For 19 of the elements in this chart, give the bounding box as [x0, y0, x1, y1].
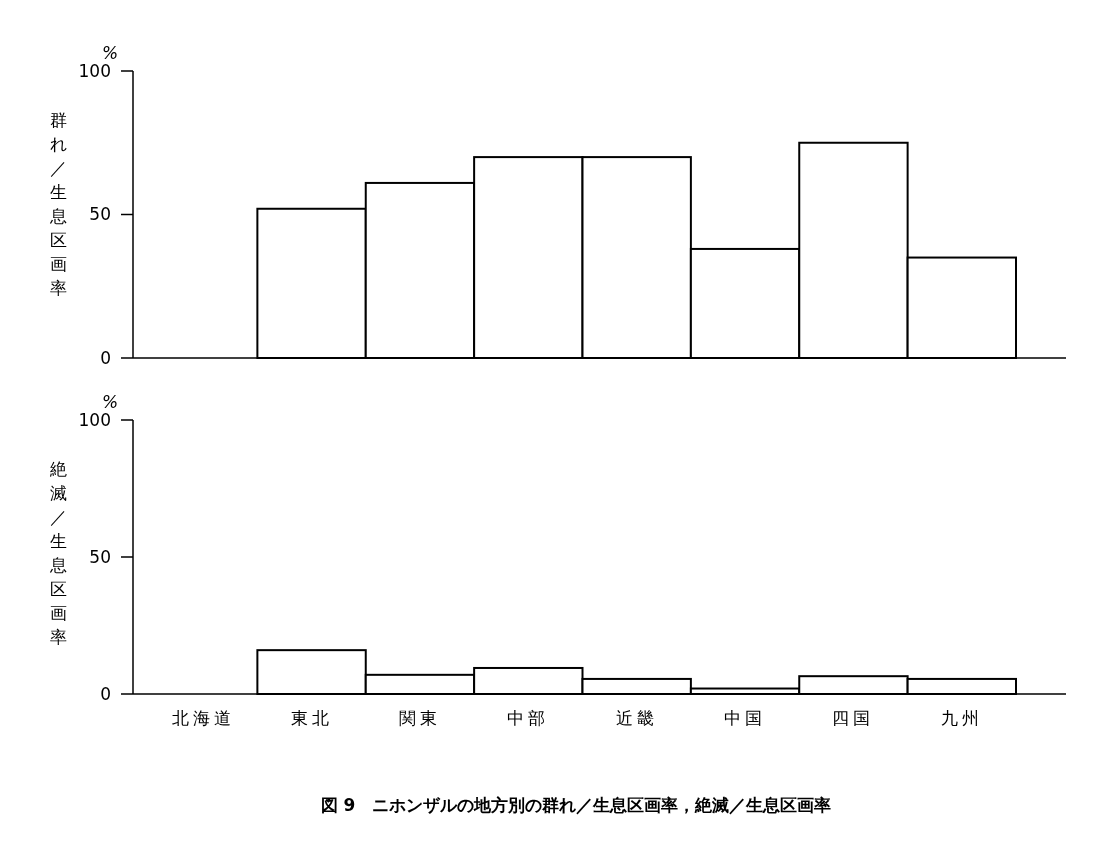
x-tick-label: 近畿	[615, 708, 658, 728]
y-tick-label: 100	[78, 409, 111, 430]
x-tick-label: 東北	[290, 708, 333, 728]
x-tick-label: 四国	[832, 708, 875, 728]
x-tick-label: 関東	[398, 708, 441, 728]
x-tick-label: 北海道	[171, 708, 235, 728]
y-tick-label: 0	[100, 683, 111, 704]
text: %	[101, 43, 119, 63]
y-axis-title: 群れ／生息区画率	[48, 110, 67, 298]
y-tick-label: 100	[78, 60, 111, 81]
text: %	[101, 392, 119, 412]
y-tick-label: 0	[100, 347, 111, 368]
x-tick-label: 九州	[940, 708, 983, 728]
y-tick-label: 50	[89, 204, 111, 225]
x-tick-label: 中国	[724, 708, 767, 728]
x-tick-label: 中部	[507, 708, 550, 728]
caption: 図 9 ニホンザルの地方別の群れ／生息区画率，絶滅／生息区画率	[320, 795, 832, 815]
y-tick-label: 50	[89, 546, 111, 567]
y-axis-title: 絶滅／生息区画率	[48, 459, 67, 647]
